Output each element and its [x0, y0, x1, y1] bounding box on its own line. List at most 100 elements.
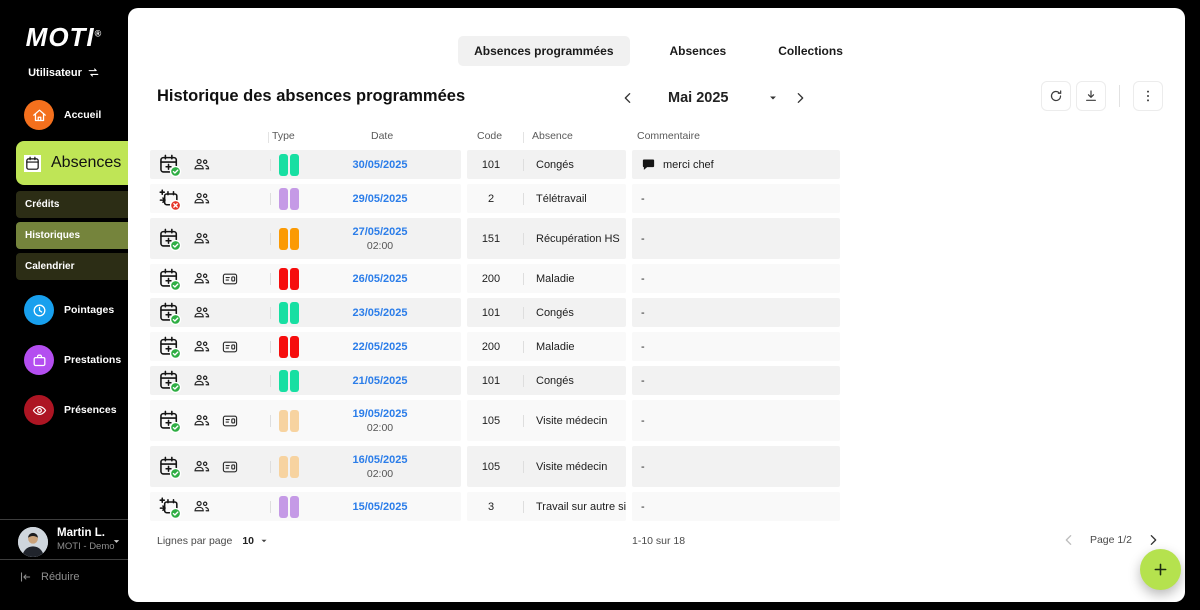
card-icon [221, 338, 239, 356]
collapse-sidebar-button[interactable]: Réduire [18, 570, 80, 584]
briefcase-icon [24, 345, 54, 375]
clock-icon [24, 295, 54, 325]
table-row[interactable]: 23/05/2025 101 Congés - [150, 298, 840, 327]
divider [0, 519, 128, 520]
calendar-moved-approved-icon [158, 495, 182, 519]
time-value: 02:00 [366, 239, 394, 252]
column-type: Type [272, 130, 295, 142]
absence-value: Maladie [536, 272, 575, 285]
main-content: Absences programmées Absences Collection… [128, 8, 1185, 602]
code-value: 101 [481, 374, 501, 387]
table-row[interactable]: 21/05/2025 101 Congés - [150, 366, 840, 395]
sidebar-item-calendrier[interactable]: Calendrier [16, 253, 128, 280]
table-row[interactable]: 27/05/2025 02:00 151 Récupération HS - [150, 218, 840, 259]
table-row[interactable]: 30/05/2025 101 Congés merci chef [150, 150, 840, 179]
calendar-refused-icon [158, 187, 182, 211]
date-value: 21/05/2025 [352, 374, 408, 387]
caret-down-icon [258, 535, 270, 547]
column-absence: Absence [532, 130, 573, 142]
group-icon [192, 371, 211, 390]
date-value: 19/05/2025 [352, 407, 408, 420]
refresh-button[interactable] [1041, 81, 1071, 111]
table-footer: Lignes par page 10 1-10 sur 18 Page 1/2 [128, 532, 1185, 552]
group-icon [192, 497, 211, 516]
tab-absences-programmees[interactable]: Absences programmées [458, 36, 630, 66]
group-icon [192, 411, 211, 430]
group-icon [192, 269, 211, 288]
group-icon [192, 229, 211, 248]
next-page-button[interactable] [1145, 532, 1161, 548]
table-row[interactable]: 16/05/2025 02:00 105 Visite médecin - [150, 446, 840, 487]
avatar [18, 527, 48, 557]
sidebar-item-credits[interactable]: Crédits [16, 191, 128, 218]
sidebar-item-historiques[interactable]: Historiques [16, 222, 128, 249]
table-row[interactable]: 19/05/2025 02:00 105 Visite médecin - [150, 400, 840, 441]
absence-value: Congés [536, 306, 574, 319]
plus-icon [1151, 560, 1170, 579]
column-code: Code [477, 130, 503, 142]
type-bars [279, 455, 299, 478]
more-options-button[interactable] [1133, 81, 1163, 111]
calendar-approved-icon [158, 409, 182, 433]
add-absence-button[interactable] [1140, 549, 1181, 590]
card-icon [221, 270, 239, 288]
download-button[interactable] [1076, 81, 1106, 111]
sidebar: MOTI® Utilisateur Accueil Absences Crédi… [0, 0, 128, 610]
comment-value: - [641, 306, 645, 319]
eye-icon [24, 395, 54, 425]
comment-value: merci chef [641, 157, 714, 172]
comment-value: - [641, 374, 645, 387]
type-bars [279, 153, 299, 176]
group-icon [192, 155, 211, 174]
date-value: 30/05/2025 [352, 158, 408, 171]
swap-icon [87, 66, 100, 79]
group-icon [192, 189, 211, 208]
user-switcher[interactable]: Utilisateur [0, 66, 128, 79]
absence-value: Congés [536, 158, 574, 171]
absence-table: 30/05/2025 101 Congés merci chef 29/05/20… [150, 150, 840, 526]
comment-value: - [641, 232, 645, 245]
divider [0, 559, 128, 560]
sidebar-item-prestations[interactable]: Prestations [0, 341, 128, 379]
code-value: 2 [487, 192, 495, 205]
date-value: 15/05/2025 [352, 500, 408, 513]
month-dropdown-caret[interactable] [766, 91, 780, 105]
absence-value: Visite médecin [536, 460, 608, 473]
table-row[interactable]: 26/05/2025 200 Maladie - [150, 264, 840, 293]
date-value: 26/05/2025 [352, 272, 408, 285]
comment-value: - [641, 460, 645, 473]
sidebar-item-accueil[interactable]: Accueil [0, 96, 128, 134]
previous-page-button[interactable] [1061, 532, 1077, 548]
absence-value: Congés [536, 374, 574, 387]
refresh-icon [1048, 88, 1064, 104]
table-row[interactable]: 22/05/2025 200 Maladie - [150, 332, 840, 361]
next-month-button[interactable] [792, 90, 808, 106]
page-title: Historique des absences programmées [157, 87, 466, 105]
calendar-approved-icon [158, 301, 182, 325]
rows-per-page-select[interactable]: 10 [242, 535, 270, 547]
tab-collections[interactable]: Collections [778, 44, 843, 58]
type-bars [279, 187, 299, 210]
code-value: 105 [481, 414, 501, 427]
pagination-range: 1-10 sur 18 [632, 535, 686, 547]
type-bars [279, 409, 299, 432]
page-indicator: Page 1/2 [1089, 534, 1132, 546]
sidebar-item-absences[interactable]: Absences [16, 141, 128, 185]
brand-logo: MOTI® [25, 22, 103, 52]
time-value: 02:00 [366, 421, 394, 434]
absence-value: Maladie [536, 340, 575, 353]
calendar-approved-icon [158, 335, 182, 359]
previous-month-button[interactable] [620, 90, 636, 106]
absence-value: Visite médecin [536, 414, 608, 427]
table-row[interactable]: 29/05/2025 2 Télétravail - [150, 184, 840, 213]
sidebar-item-pointages[interactable]: Pointages [0, 291, 128, 329]
sidebar-item-presences[interactable]: Présences [0, 391, 128, 429]
calendar-approved-icon [158, 267, 182, 291]
table-header: Type Date Code Absence Commentaire [128, 130, 1185, 146]
profile-menu[interactable]: Martin L. MOTI - Demo [18, 527, 124, 557]
absence-value: Travail sur autre site (... [536, 500, 626, 513]
comment-value: - [641, 272, 645, 285]
tab-absences[interactable]: Absences [669, 44, 727, 58]
